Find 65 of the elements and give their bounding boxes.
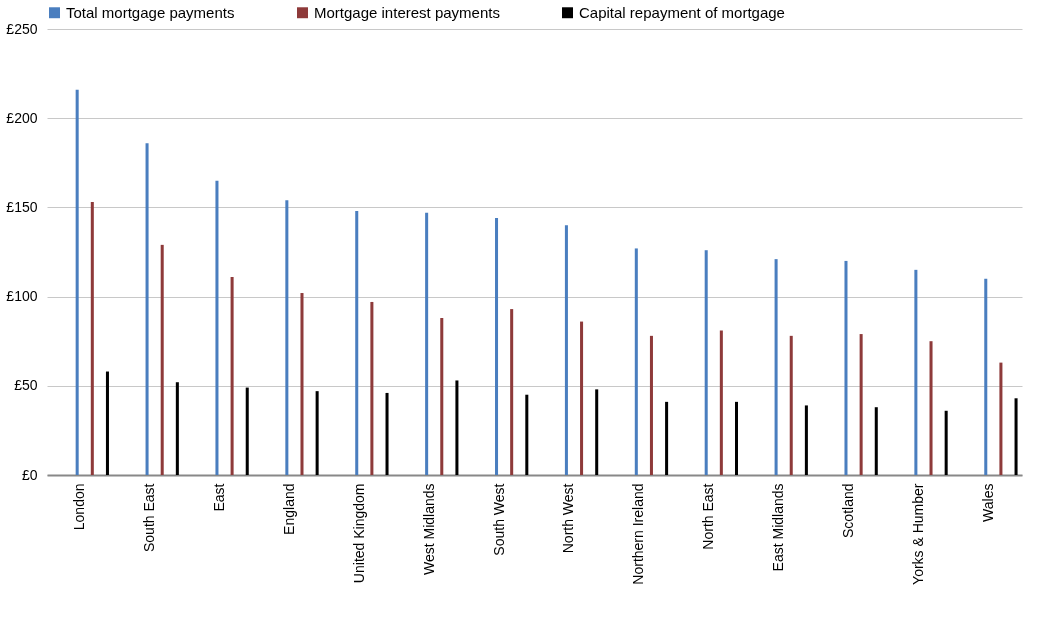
bar — [704, 250, 708, 475]
bar — [1014, 398, 1018, 475]
bar — [944, 410, 948, 475]
x-tick-label: South West — [490, 483, 507, 556]
x-tick-label: Scotland — [840, 483, 857, 538]
y-tick-label: £0 — [21, 466, 38, 483]
bar — [105, 371, 109, 475]
bar — [215, 180, 219, 475]
bar — [455, 380, 459, 475]
bar — [859, 334, 863, 475]
bar — [160, 244, 164, 475]
bar — [844, 260, 848, 475]
y-tick-label: £250 — [6, 20, 38, 37]
bar — [914, 269, 918, 475]
bar — [175, 382, 179, 475]
bar — [634, 248, 638, 475]
bar — [874, 407, 878, 475]
bar — [285, 200, 289, 475]
x-tick-label: United Kingdom — [350, 483, 367, 584]
bar — [145, 143, 149, 475]
bar — [649, 335, 653, 475]
bar — [230, 276, 234, 475]
bar — [370, 301, 374, 475]
x-tick-label: Yorks & Humber — [909, 483, 926, 585]
bar — [580, 321, 584, 475]
bar — [929, 341, 933, 475]
bar — [774, 259, 778, 475]
x-tick-label: England — [280, 483, 297, 535]
y-tick-label: £150 — [6, 198, 38, 215]
x-tick-label: Northern Ireland — [630, 483, 647, 585]
x-tick-label: South East — [141, 483, 158, 552]
bar — [999, 362, 1003, 475]
bar — [804, 405, 808, 475]
legend-label: Capital repayment of mortgage — [579, 3, 785, 21]
y-tick-label: £100 — [6, 288, 38, 305]
legend-label: Mortgage interest payments — [314, 3, 500, 21]
bar — [425, 212, 429, 475]
bar — [315, 391, 319, 475]
x-tick-label: North West — [560, 483, 577, 554]
bar — [75, 89, 79, 475]
x-tick-label: North East — [700, 483, 717, 550]
bar — [385, 392, 389, 475]
x-tick-label: London — [71, 483, 88, 531]
x-tick-label: Wales — [979, 483, 996, 522]
x-tick-label: West Midlands — [420, 483, 437, 576]
bar — [495, 218, 499, 475]
bar — [510, 309, 514, 475]
y-tick-label: £50 — [14, 377, 38, 394]
bar — [90, 202, 94, 475]
bar — [665, 401, 669, 475]
y-tick-label: £200 — [6, 109, 38, 126]
bar — [300, 293, 304, 475]
bar — [789, 335, 793, 475]
bar — [245, 387, 249, 475]
bar — [984, 278, 988, 475]
x-tick-label: East — [210, 483, 227, 512]
bar — [595, 389, 599, 475]
bar — [734, 401, 738, 475]
bar — [525, 394, 529, 475]
bar — [440, 318, 444, 475]
bar — [719, 330, 723, 475]
bar — [564, 225, 568, 475]
legend-label: Total mortgage payments — [66, 3, 235, 21]
x-tick-label: East Midlands — [770, 483, 787, 572]
bar — [355, 210, 359, 475]
